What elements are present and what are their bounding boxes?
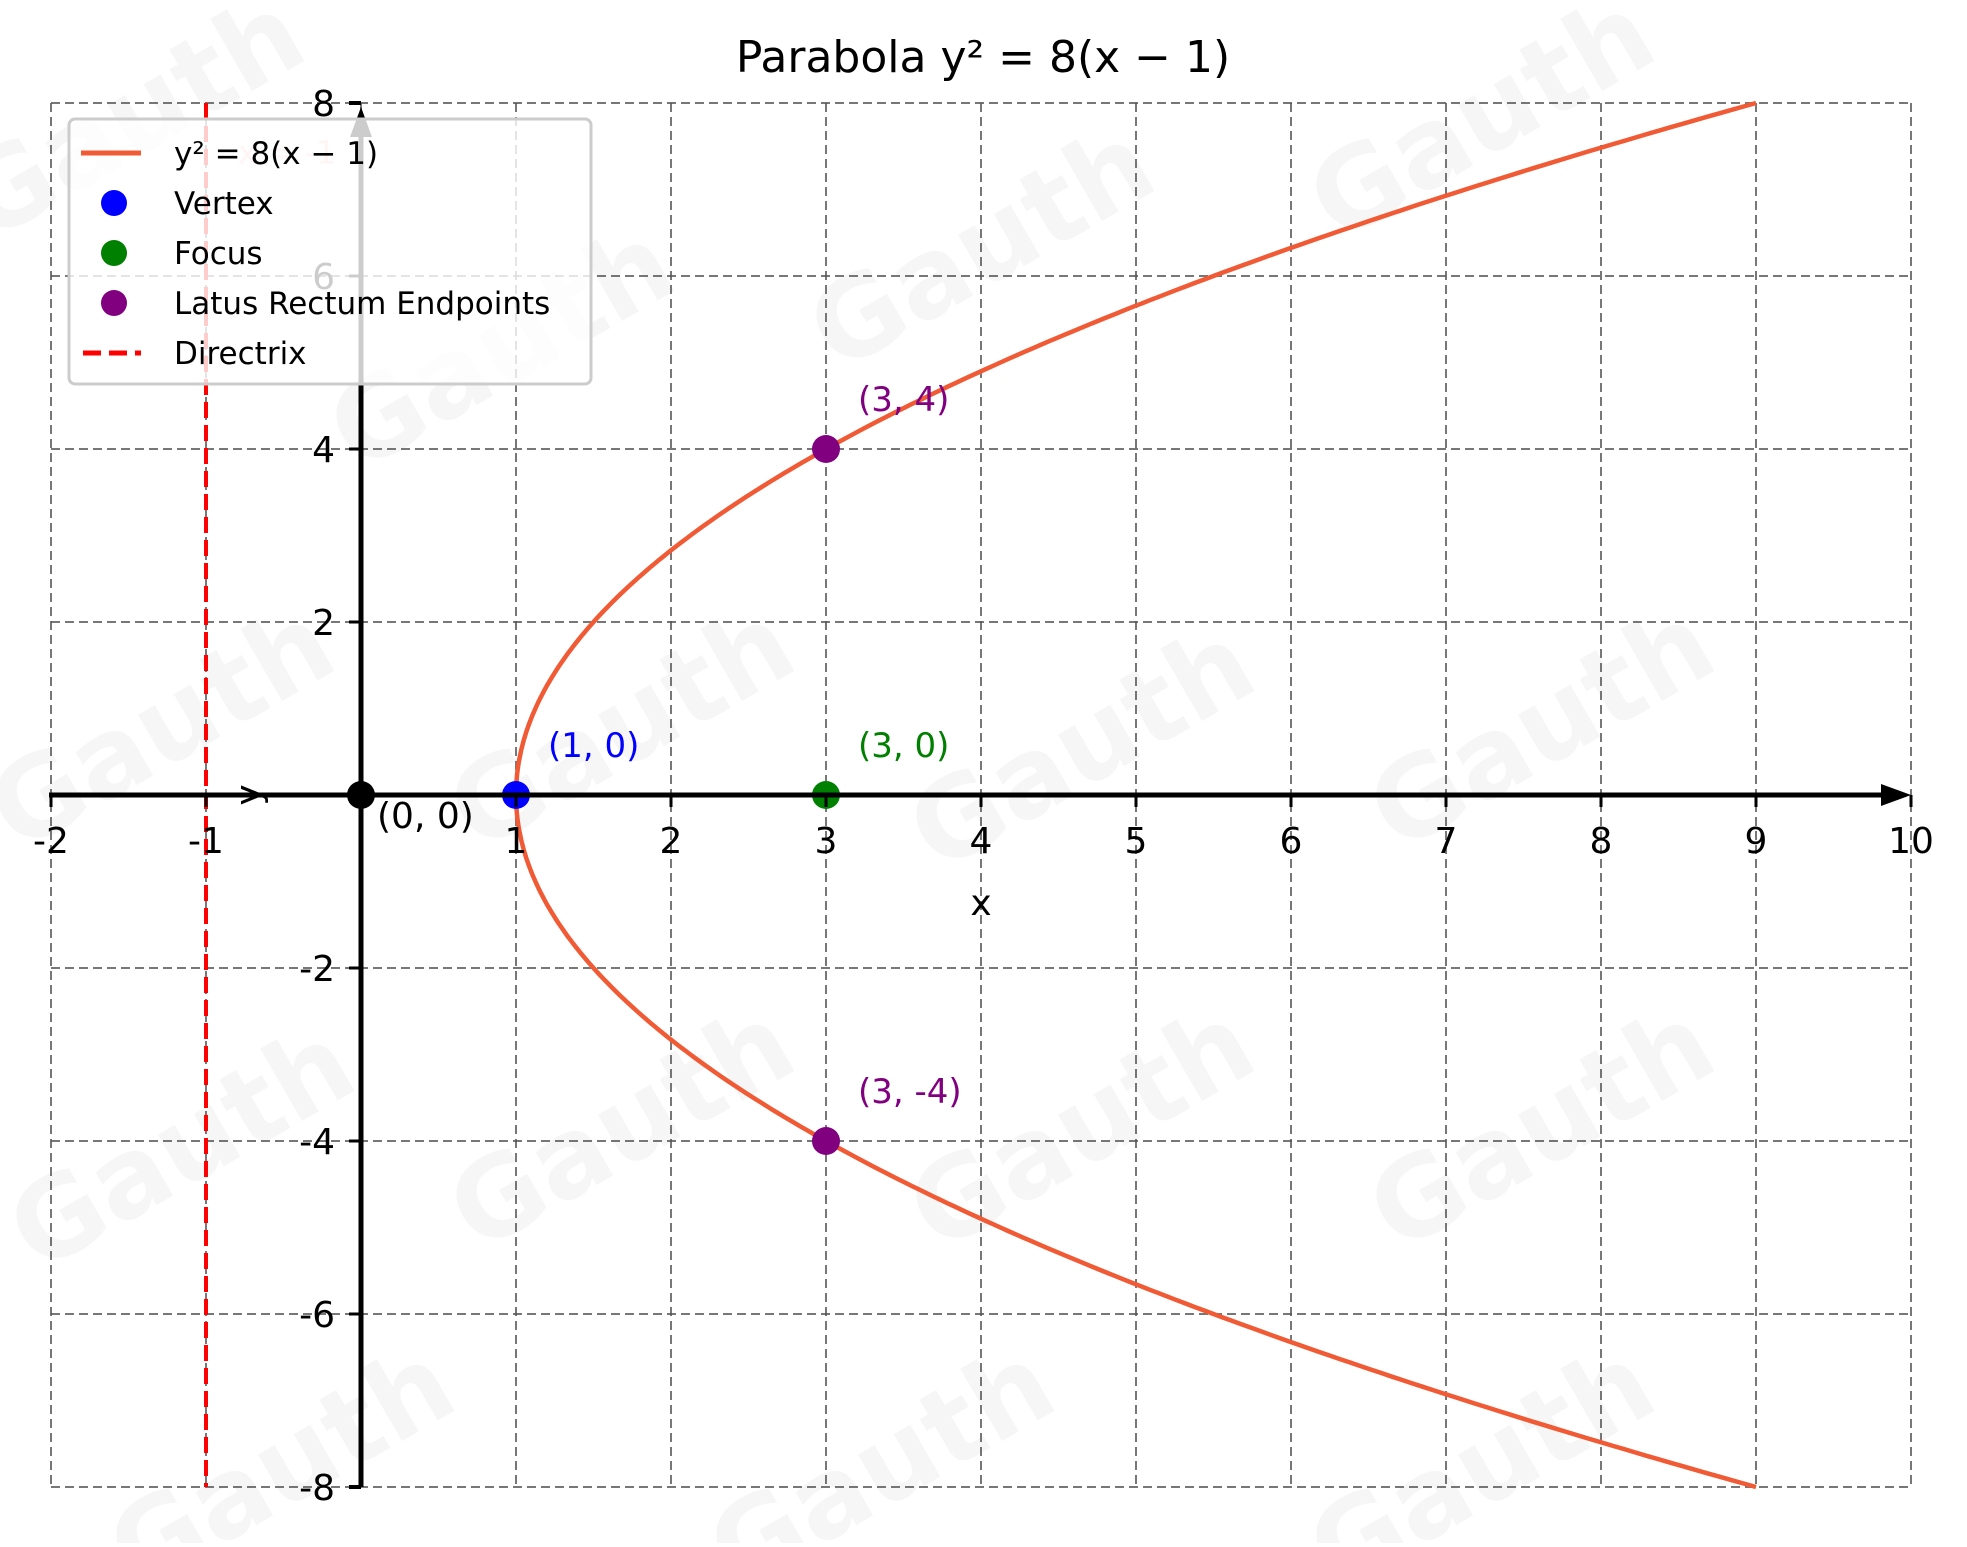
legend-box bbox=[67, 117, 593, 386]
y-axis-label: y bbox=[228, 784, 269, 805]
x-tick-label: 8 bbox=[1590, 821, 1613, 862]
x-axis-arrow-icon bbox=[1881, 784, 1911, 806]
origin-label: (0, 0) bbox=[377, 796, 474, 837]
x-tick-label: 1 bbox=[505, 821, 528, 862]
watermark-text: Gauth bbox=[427, 978, 815, 1276]
legend: y² = 8(x − 1) Vertex Focus Latus Rectum End… bbox=[67, 117, 593, 386]
legend-label: Latus Rectum Endpoints bbox=[174, 286, 550, 322]
point-label: (3, 4) bbox=[858, 380, 949, 420]
x-tick-label: -1 bbox=[188, 821, 224, 862]
latus-rectum-endpoints-point bbox=[812, 1127, 840, 1155]
legend-marker-icon bbox=[101, 240, 127, 266]
watermark-text: Gauth bbox=[1287, 1318, 1675, 1543]
x-tick-label: 7 bbox=[1435, 821, 1458, 862]
y-tick-label: 8 bbox=[312, 84, 335, 125]
legend-marker-icon bbox=[101, 290, 127, 316]
point-label: (3, -4) bbox=[858, 1072, 962, 1112]
legend-marker-icon bbox=[101, 190, 127, 216]
legend-label: y² = 8(x − 1) bbox=[174, 136, 378, 172]
x-tick-label: 3 bbox=[815, 821, 838, 862]
y-tick-label: 4 bbox=[312, 430, 335, 471]
watermark-text: Gauth bbox=[887, 978, 1275, 1276]
x-tick-label: 10 bbox=[1888, 821, 1934, 862]
chart-title: Parabola y² = 8(x − 1) bbox=[736, 32, 1230, 83]
legend-label: Vertex bbox=[174, 186, 274, 222]
latus-rectum-endpoints-point bbox=[812, 435, 840, 463]
y-tick-label: -4 bbox=[299, 1122, 335, 1163]
y-tick-label: -6 bbox=[299, 1295, 335, 1336]
x-axis-label: x bbox=[970, 883, 991, 924]
watermark-text: Gauth bbox=[1287, 0, 1675, 266]
watermark-text: Gauth bbox=[87, 1318, 475, 1543]
watermark-text: Gauth bbox=[1347, 978, 1735, 1276]
x-tick-label: 4 bbox=[970, 821, 993, 862]
x-tick-label: 6 bbox=[1280, 821, 1303, 862]
x-tick-label: 5 bbox=[1125, 821, 1148, 862]
y-tick-label: -2 bbox=[299, 949, 335, 990]
y-tick-label: 2 bbox=[312, 603, 335, 644]
point-label: (3, 0) bbox=[858, 726, 949, 766]
point-label: (1, 0) bbox=[548, 726, 639, 766]
x-tick-label: 2 bbox=[660, 821, 683, 862]
x-tick-label: 9 bbox=[1745, 821, 1768, 862]
legend-label: Focus bbox=[174, 236, 263, 272]
legend-label: Directrix bbox=[174, 336, 307, 372]
y-tick-label: -8 bbox=[299, 1468, 335, 1509]
watermark-text: Gauth bbox=[687, 1318, 1075, 1543]
x-tick-label: -2 bbox=[33, 821, 69, 862]
